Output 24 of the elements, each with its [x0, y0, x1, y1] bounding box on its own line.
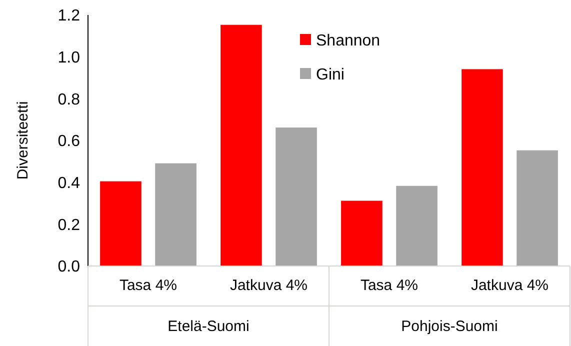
x-tick-label: Jatkuva 4% — [230, 277, 308, 294]
x-tick-label: Tasa 4% — [360, 277, 418, 294]
legend-label: Gini — [316, 66, 344, 84]
text: Pohjois-Suomi — [401, 318, 498, 335]
bar — [276, 128, 317, 266]
bar — [516, 150, 558, 266]
bar — [341, 200, 382, 266]
y-tick-label: 0.2 — [58, 216, 80, 234]
bar — [100, 181, 142, 266]
bar — [462, 69, 503, 266]
x-tick-label: Tasa 4% — [119, 277, 178, 294]
bar — [220, 24, 262, 266]
y-tick-label: 1.2 — [58, 8, 80, 25]
text: Etelä-Suomi — [168, 318, 250, 335]
y-tick-label: 0.8 — [58, 91, 80, 108]
y-tick-label: 0.4 — [58, 174, 80, 192]
y-tick-label: 1.0 — [58, 49, 80, 66]
x-tick-label: Jatkuva 4% — [470, 277, 549, 294]
bar — [155, 163, 196, 266]
y-tick-label: 0.0 — [58, 258, 80, 276]
bar — [396, 186, 438, 266]
y-axis-title: Diversiteetti — [14, 101, 32, 180]
y-tick-label: 0.6 — [58, 133, 80, 150]
legend-label: Shannon — [316, 32, 380, 50]
